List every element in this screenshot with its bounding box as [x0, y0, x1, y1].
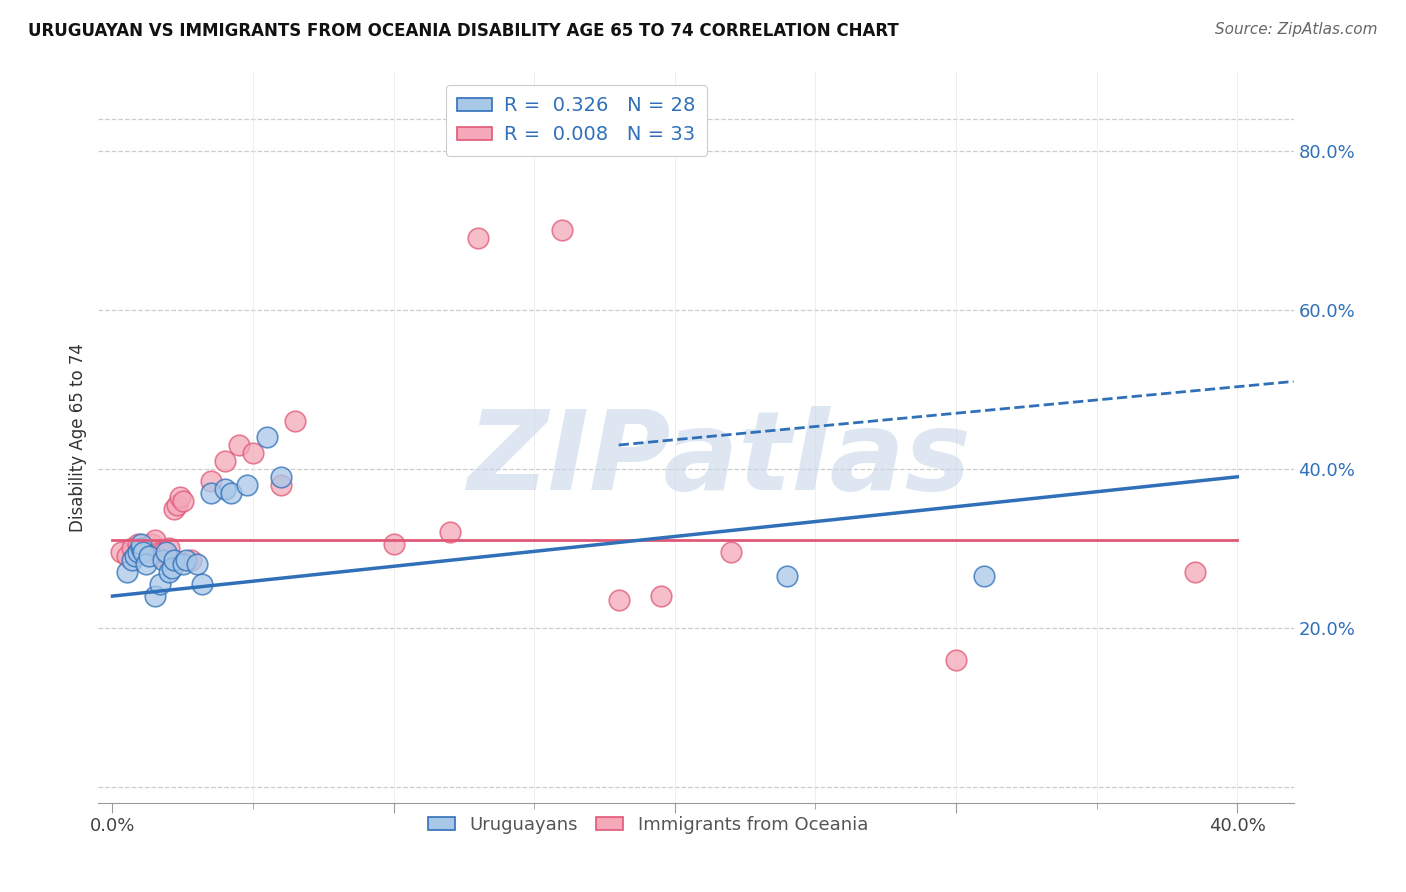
- Text: ZIPatlas: ZIPatlas: [468, 406, 972, 513]
- Point: [214, 482, 236, 496]
- Point: [135, 541, 157, 556]
- Point: [149, 577, 172, 591]
- Point: [174, 553, 197, 567]
- Point: [1184, 566, 1206, 580]
- Point: [382, 537, 405, 551]
- Point: [650, 589, 672, 603]
- Text: Source: ZipAtlas.com: Source: ZipAtlas.com: [1215, 22, 1378, 37]
- Point: [191, 577, 214, 591]
- Point: [163, 553, 186, 567]
- Point: [228, 438, 250, 452]
- Text: URUGUAYAN VS IMMIGRANTS FROM OCEANIA DISABILITY AGE 65 TO 74 CORRELATION CHART: URUGUAYAN VS IMMIGRANTS FROM OCEANIA DIS…: [28, 22, 898, 40]
- Point: [163, 501, 186, 516]
- Point: [115, 566, 138, 580]
- Point: [172, 558, 194, 572]
- Point: [973, 569, 995, 583]
- Point: [256, 430, 278, 444]
- Point: [143, 533, 166, 548]
- Point: [214, 454, 236, 468]
- Point: [439, 525, 461, 540]
- Point: [132, 545, 155, 559]
- Point: [157, 541, 180, 556]
- Point: [945, 653, 967, 667]
- Y-axis label: Disability Age 65 to 74: Disability Age 65 to 74: [69, 343, 87, 532]
- Point: [467, 231, 489, 245]
- Legend: Uruguayans, Immigrants from Oceania: Uruguayans, Immigrants from Oceania: [420, 809, 876, 841]
- Point: [166, 498, 188, 512]
- Point: [270, 470, 292, 484]
- Point: [110, 545, 132, 559]
- Point: [200, 474, 222, 488]
- Point: [129, 545, 152, 559]
- Point: [551, 223, 574, 237]
- Point: [121, 541, 143, 556]
- Point: [143, 589, 166, 603]
- Point: [115, 549, 138, 564]
- Point: [127, 537, 149, 551]
- Point: [127, 545, 149, 559]
- Point: [776, 569, 799, 583]
- Point: [146, 549, 169, 564]
- Point: [135, 558, 157, 572]
- Point: [270, 477, 292, 491]
- Point: [186, 558, 208, 572]
- Point: [607, 593, 630, 607]
- Point: [200, 485, 222, 500]
- Point: [138, 549, 160, 564]
- Point: [172, 493, 194, 508]
- Point: [180, 553, 202, 567]
- Point: [236, 477, 259, 491]
- Point: [132, 545, 155, 559]
- Point: [129, 537, 152, 551]
- Point: [141, 537, 163, 551]
- Point: [242, 446, 264, 460]
- Point: [152, 545, 174, 559]
- Point: [152, 553, 174, 567]
- Point: [149, 545, 172, 559]
- Point: [155, 545, 177, 559]
- Point: [284, 414, 307, 428]
- Point: [219, 485, 242, 500]
- Point: [169, 490, 191, 504]
- Point: [124, 549, 146, 564]
- Point: [121, 553, 143, 567]
- Point: [720, 545, 742, 559]
- Point: [129, 541, 152, 556]
- Point: [160, 561, 183, 575]
- Point: [157, 566, 180, 580]
